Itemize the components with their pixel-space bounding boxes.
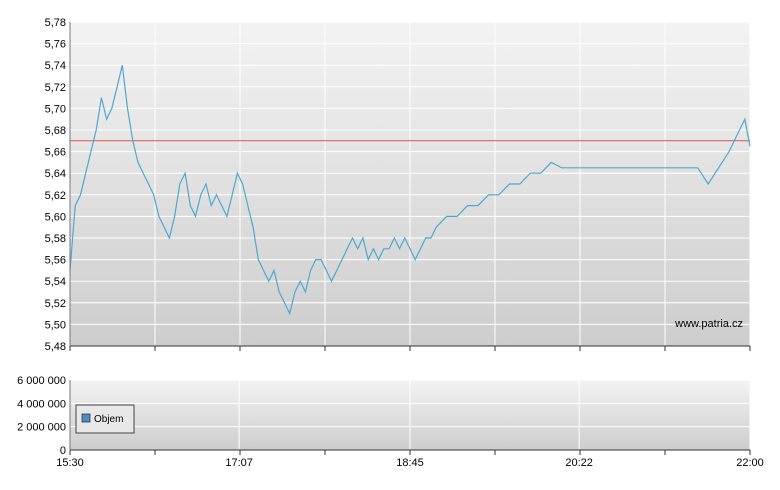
volume-x-tick-label: 20:22	[565, 457, 593, 469]
price-y-tick-label: 5,50	[45, 319, 66, 331]
price-y-tick-label: 5,60	[45, 211, 66, 223]
price-y-tick-label: 5,66	[45, 147, 66, 159]
price-y-tick-label: 5,68	[45, 125, 66, 137]
volume-x-tick-label: 15:30	[56, 457, 84, 469]
volume-x-tick-label: 18:45	[396, 457, 424, 469]
price-y-tick-label: 5,48	[45, 341, 66, 353]
price-y-tick-label: 5,76	[45, 39, 66, 51]
price-y-tick-label: 5,74	[45, 60, 66, 72]
price-y-tick-label: 5,58	[45, 233, 66, 245]
price-y-tick-label: 5,52	[45, 298, 66, 310]
price-y-tick-label: 5,62	[45, 190, 66, 202]
price-y-tick-labels: 5,78 5,76 5,74 5,72 5,70 5,68 5,66 5,64 5,62 5,60…	[45, 17, 66, 353]
volume-y-tick-label: 2 000 000	[17, 422, 66, 434]
watermark: www.patria.cz	[674, 318, 743, 330]
price-panel: 5,78 5,76 5,74 5,72 5,70 5,68 5,66 5,64 5,62 5,60…	[45, 17, 751, 353]
volume-x-tick-marks	[69, 450, 751, 455]
volume-x-tick-labels: 15:30 17:07 18:45 20:22 22:00	[56, 457, 764, 469]
price-series-line	[69, 65, 751, 316]
price-x-tick-marks	[69, 346, 751, 351]
price-y-tick-label: 5,72	[45, 82, 66, 94]
volume-x-tick-label: 17:07	[225, 457, 253, 469]
volume-legend: Objem	[75, 404, 135, 434]
volume-y-tick-label: 0	[60, 445, 66, 457]
price-vertical-grid	[69, 22, 751, 346]
legend-swatch	[81, 413, 91, 423]
price-y-tick-label: 5,70	[45, 103, 66, 115]
volume-y-tick-label: 6 000 000	[17, 375, 66, 387]
price-y-tick-label: 5,64	[45, 168, 66, 180]
price-y-tick-label: 5,56	[45, 255, 66, 267]
volume-x-tick-label: 22:00	[736, 457, 764, 469]
price-y-tick-label: 5,78	[45, 17, 66, 29]
legend-label: Objem	[94, 414, 123, 425]
volume-y-tick-labels: 6 000 000 4 000 000 2 000 000 0	[17, 375, 66, 457]
price-y-tick-label: 5,54	[45, 276, 66, 288]
volume-y-tick-label: 4 000 000	[17, 398, 66, 410]
